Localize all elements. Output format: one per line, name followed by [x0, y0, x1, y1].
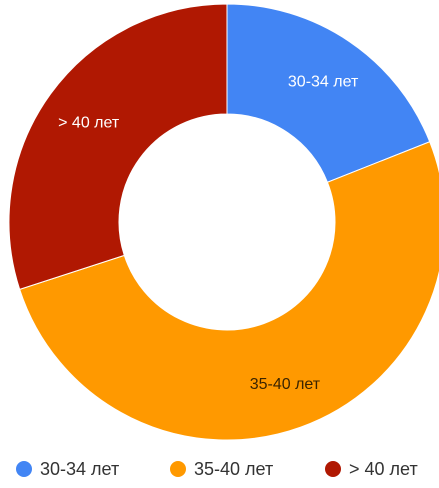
legend-label-3: > 40 лет [349, 459, 418, 479]
legend: 30-34 лет 35-40 лет > 40 лет [16, 459, 418, 479]
legend-swatch-3 [325, 461, 341, 477]
legend-label-2: 35-40 лет [194, 459, 273, 479]
slice-3 [8, 3, 228, 290]
slice-label-1: 30-34 лет [288, 74, 359, 91]
slice-1 [226, 3, 431, 183]
legend-swatch-2 [170, 461, 186, 477]
slice-2 [19, 141, 439, 441]
slice-label-3: > 40 лет [58, 114, 120, 131]
legend-swatch-1 [16, 461, 32, 477]
slice-labels-group: 30-34 лет 35-40 лет > 40 лет [58, 74, 359, 393]
slices-group [8, 3, 439, 441]
slice-label-2: 35-40 лет [250, 376, 321, 393]
legend-label-1: 30-34 лет [40, 459, 119, 479]
